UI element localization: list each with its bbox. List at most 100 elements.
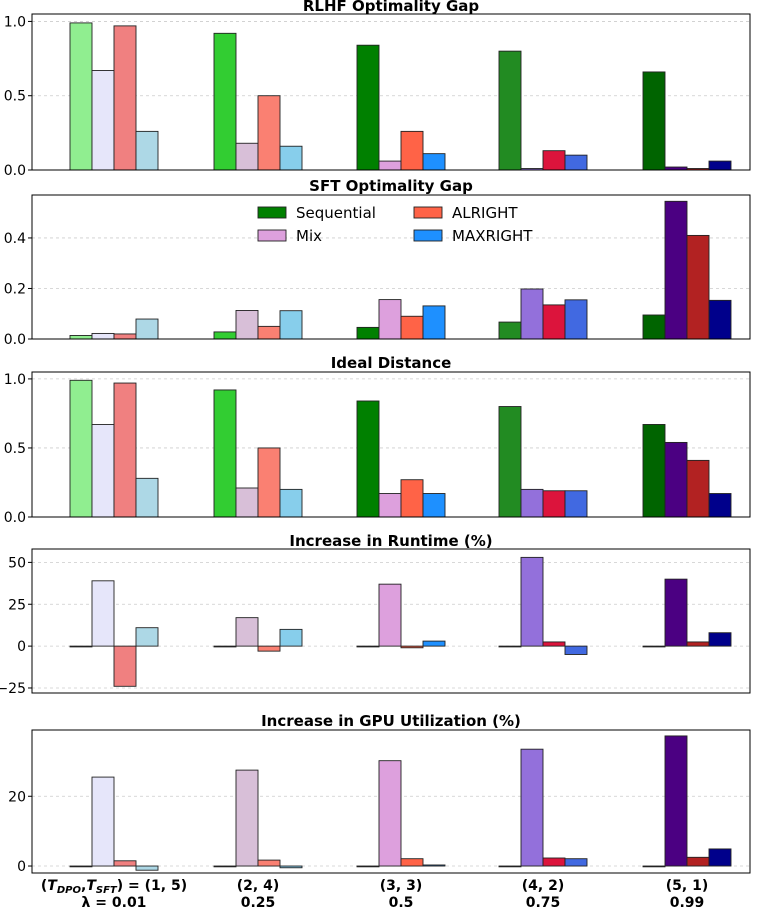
bar-mix-4 <box>520 556 544 647</box>
y-tick-label: 20 <box>8 789 26 805</box>
legend-label-alright: ALRIGHT <box>452 204 518 222</box>
legend-swatch-alright <box>413 206 443 219</box>
bar-mix-1 <box>91 70 115 171</box>
bar-mix-4 <box>520 488 544 518</box>
bar-maxright-3 <box>422 153 446 171</box>
bar-mix-3 <box>378 299 402 340</box>
y-tick-label: 0.4 <box>4 231 26 247</box>
legend-swatch-mix <box>257 229 287 242</box>
x-label-line2: λ = 0.01 <box>82 895 147 911</box>
bar-sequential-2 <box>213 331 237 340</box>
bar-sequential-5 <box>642 424 666 518</box>
bar-sequential-1 <box>69 335 93 340</box>
bar-alright-3 <box>400 130 424 171</box>
bar-maxright-5 <box>708 299 732 340</box>
bar-sequential-5 <box>642 645 666 648</box>
bar-mix-3 <box>378 160 402 171</box>
panel-title: RLHF Optimality Gap <box>303 0 480 15</box>
chart-panels: RLHF Optimality Gap 0.0 0.5 1.0 SFT Optimali… <box>0 0 751 875</box>
x-label-line1: (3, 3) <box>380 878 422 894</box>
bar-maxright-2 <box>279 310 303 340</box>
panel-frame <box>31 194 751 340</box>
y-tick-label: 1.0 <box>4 14 26 30</box>
bar-maxright-5 <box>708 632 732 647</box>
bar-alright-5 <box>686 641 710 647</box>
bar-alright-4 <box>542 150 566 171</box>
bar-mix-5 <box>664 578 688 647</box>
bar-sequential-4 <box>498 645 522 648</box>
bar-mix-5 <box>664 441 688 518</box>
bar-alright-1 <box>113 333 137 340</box>
panel-1: RLHF Optimality Gap 0.0 0.5 1.0 <box>4 0 751 179</box>
bar-sequential-3 <box>356 44 380 171</box>
legend-label-maxright: MAXRIGHT <box>452 227 533 245</box>
y-tick-label: 0.5 <box>4 441 26 457</box>
bar-maxright-4 <box>564 490 588 518</box>
panel-4: Increase in Runtime (%) −25 0 25 50 <box>0 532 751 697</box>
panel-title: Increase in Runtime (%) <box>289 532 492 550</box>
bar-alright-1 <box>113 645 137 687</box>
bar-mix-1 <box>91 332 115 340</box>
bar-maxright-1 <box>135 477 159 518</box>
bar-sequential-5 <box>642 314 666 340</box>
bar-alright-4 <box>542 490 566 518</box>
bar-alright-2 <box>257 95 281 171</box>
bar-sequential-2 <box>213 865 237 868</box>
bar-mix-2 <box>235 310 259 340</box>
y-tick-label: 0.5 <box>4 89 26 105</box>
y-tick-label: 50 <box>8 555 26 571</box>
x-label-line2: 0.5 <box>389 895 414 911</box>
bar-sequential-2 <box>213 645 237 648</box>
x-axis-labels: (TDPO,TSFT) = (1, 5)λ = 0.01 (2, 4)0.25 (3… <box>41 878 708 911</box>
legend-label-mix: Mix <box>296 227 322 245</box>
bar-sequential-1 <box>69 645 93 648</box>
bar-sequential-2 <box>213 32 237 171</box>
y-tick-label: 0.2 <box>4 281 26 297</box>
panel-frame <box>31 729 751 874</box>
bar-sequential-4 <box>498 50 522 171</box>
bar-sequential-3 <box>356 326 380 340</box>
bar-maxright-3 <box>422 493 446 518</box>
bar-maxright-2 <box>279 628 303 647</box>
x-label-line1: (TDPO,TSFT) = (1, 5) <box>41 878 187 896</box>
bar-maxright-3 <box>422 864 446 867</box>
bar-sequential-4 <box>498 321 522 340</box>
x-label-line1: (4, 2) <box>522 878 564 894</box>
bar-maxright-3 <box>422 305 446 340</box>
bar-sequential-5 <box>642 71 666 171</box>
legend-swatch-sequential <box>257 206 287 219</box>
y-tick-label: 1.0 <box>4 372 26 388</box>
y-tick-label: 0.0 <box>4 163 26 179</box>
bar-maxright-2 <box>279 865 303 869</box>
panel-title: SFT Optimality Gap <box>309 177 473 195</box>
bar-mix-1 <box>91 424 115 518</box>
bar-alright-5 <box>686 856 710 867</box>
bar-maxright-5 <box>708 160 732 171</box>
bar-alright-1 <box>113 382 137 518</box>
bar-alright-5 <box>686 234 710 340</box>
bar-alright-4 <box>542 641 566 647</box>
bar-maxright-5 <box>708 493 732 518</box>
chart-legend: Sequential ALRIGHT Mix MAXRIGHT <box>257 204 533 245</box>
bar-mix-3 <box>378 583 402 647</box>
bar-maxright-4 <box>564 154 588 171</box>
x-label-line1: (5, 1) <box>666 878 708 894</box>
bar-alright-2 <box>257 447 281 518</box>
bar-mix-3 <box>378 760 402 867</box>
y-tick-label: 0.0 <box>4 332 26 348</box>
y-tick-label: 0 <box>17 639 26 655</box>
panel-title: Ideal Distance <box>331 354 452 372</box>
bar-alright-2 <box>257 325 281 340</box>
bar-mix-5 <box>664 735 688 867</box>
bar-mix-1 <box>91 776 115 867</box>
bar-alright-3 <box>400 645 424 649</box>
bar-alright-5 <box>686 459 710 518</box>
bar-sequential-3 <box>356 400 380 518</box>
panel-3: Ideal Distance 0.0 0.5 1.0 <box>4 354 751 526</box>
legend-label-sequential: Sequential <box>296 204 376 222</box>
bar-maxright-5 <box>708 848 732 867</box>
panel-5: Increase in GPU Utilization (%) 0 20 <box>8 712 751 875</box>
bar-sequential-3 <box>356 865 380 868</box>
bar-mix-2 <box>235 487 259 518</box>
bar-sequential-5 <box>642 865 666 868</box>
